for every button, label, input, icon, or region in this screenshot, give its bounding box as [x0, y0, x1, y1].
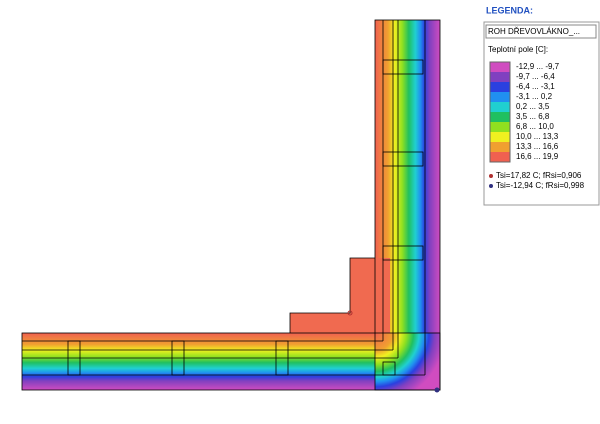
- legend-bar-border: [489, 61, 511, 163]
- legend-range: 6,8 ... 10,0: [516, 122, 554, 131]
- field-label: Teplotní pole [C]:: [488, 45, 548, 54]
- legend-swatch: [490, 102, 510, 112]
- legend-swatch: [490, 72, 510, 82]
- point-swatch: [489, 174, 493, 178]
- point-swatch: [489, 184, 493, 188]
- legend-range: -12,9 ... -9,7: [516, 62, 560, 71]
- legend-range: 0,2 ... 3,5: [516, 102, 550, 111]
- legend-range: 3,5 ... 6,8: [516, 112, 550, 121]
- legend-range: 13,3 ... 16,6: [516, 142, 559, 151]
- legend-range: -9,7 ... -6,4: [516, 72, 555, 81]
- point-label: Tsi=-12,94 C; fRsi=0,998: [496, 181, 585, 190]
- point-marker: [347, 310, 353, 316]
- legend-swatch: [490, 142, 510, 152]
- legend-range: 10,0 ... 13,3: [516, 132, 559, 141]
- legend-range: -6,4 ... -3,1: [516, 82, 555, 91]
- legend-swatch: [490, 152, 510, 162]
- legend-range: 16,6 ... 19,9: [516, 152, 559, 161]
- legend-range: -3,1 ... 0,2: [516, 92, 553, 101]
- model-name: ROH DŘEVOVLÁKNO_...: [488, 27, 580, 36]
- legend-swatch: [490, 132, 510, 142]
- legend-heading: LEGENDA:: [486, 5, 533, 15]
- wall-field: [22, 20, 440, 390]
- model-field: [485, 24, 597, 39]
- legend-swatch: [490, 122, 510, 132]
- legend-swatch: [490, 62, 510, 72]
- legend-swatch: [490, 92, 510, 102]
- legend-swatch: [490, 112, 510, 122]
- point-label: Tsi=17,82 C; fRsi=0,906: [496, 171, 582, 180]
- legend-swatch: [490, 82, 510, 92]
- point-marker: [434, 387, 440, 393]
- construction-lines: [21, 19, 441, 391]
